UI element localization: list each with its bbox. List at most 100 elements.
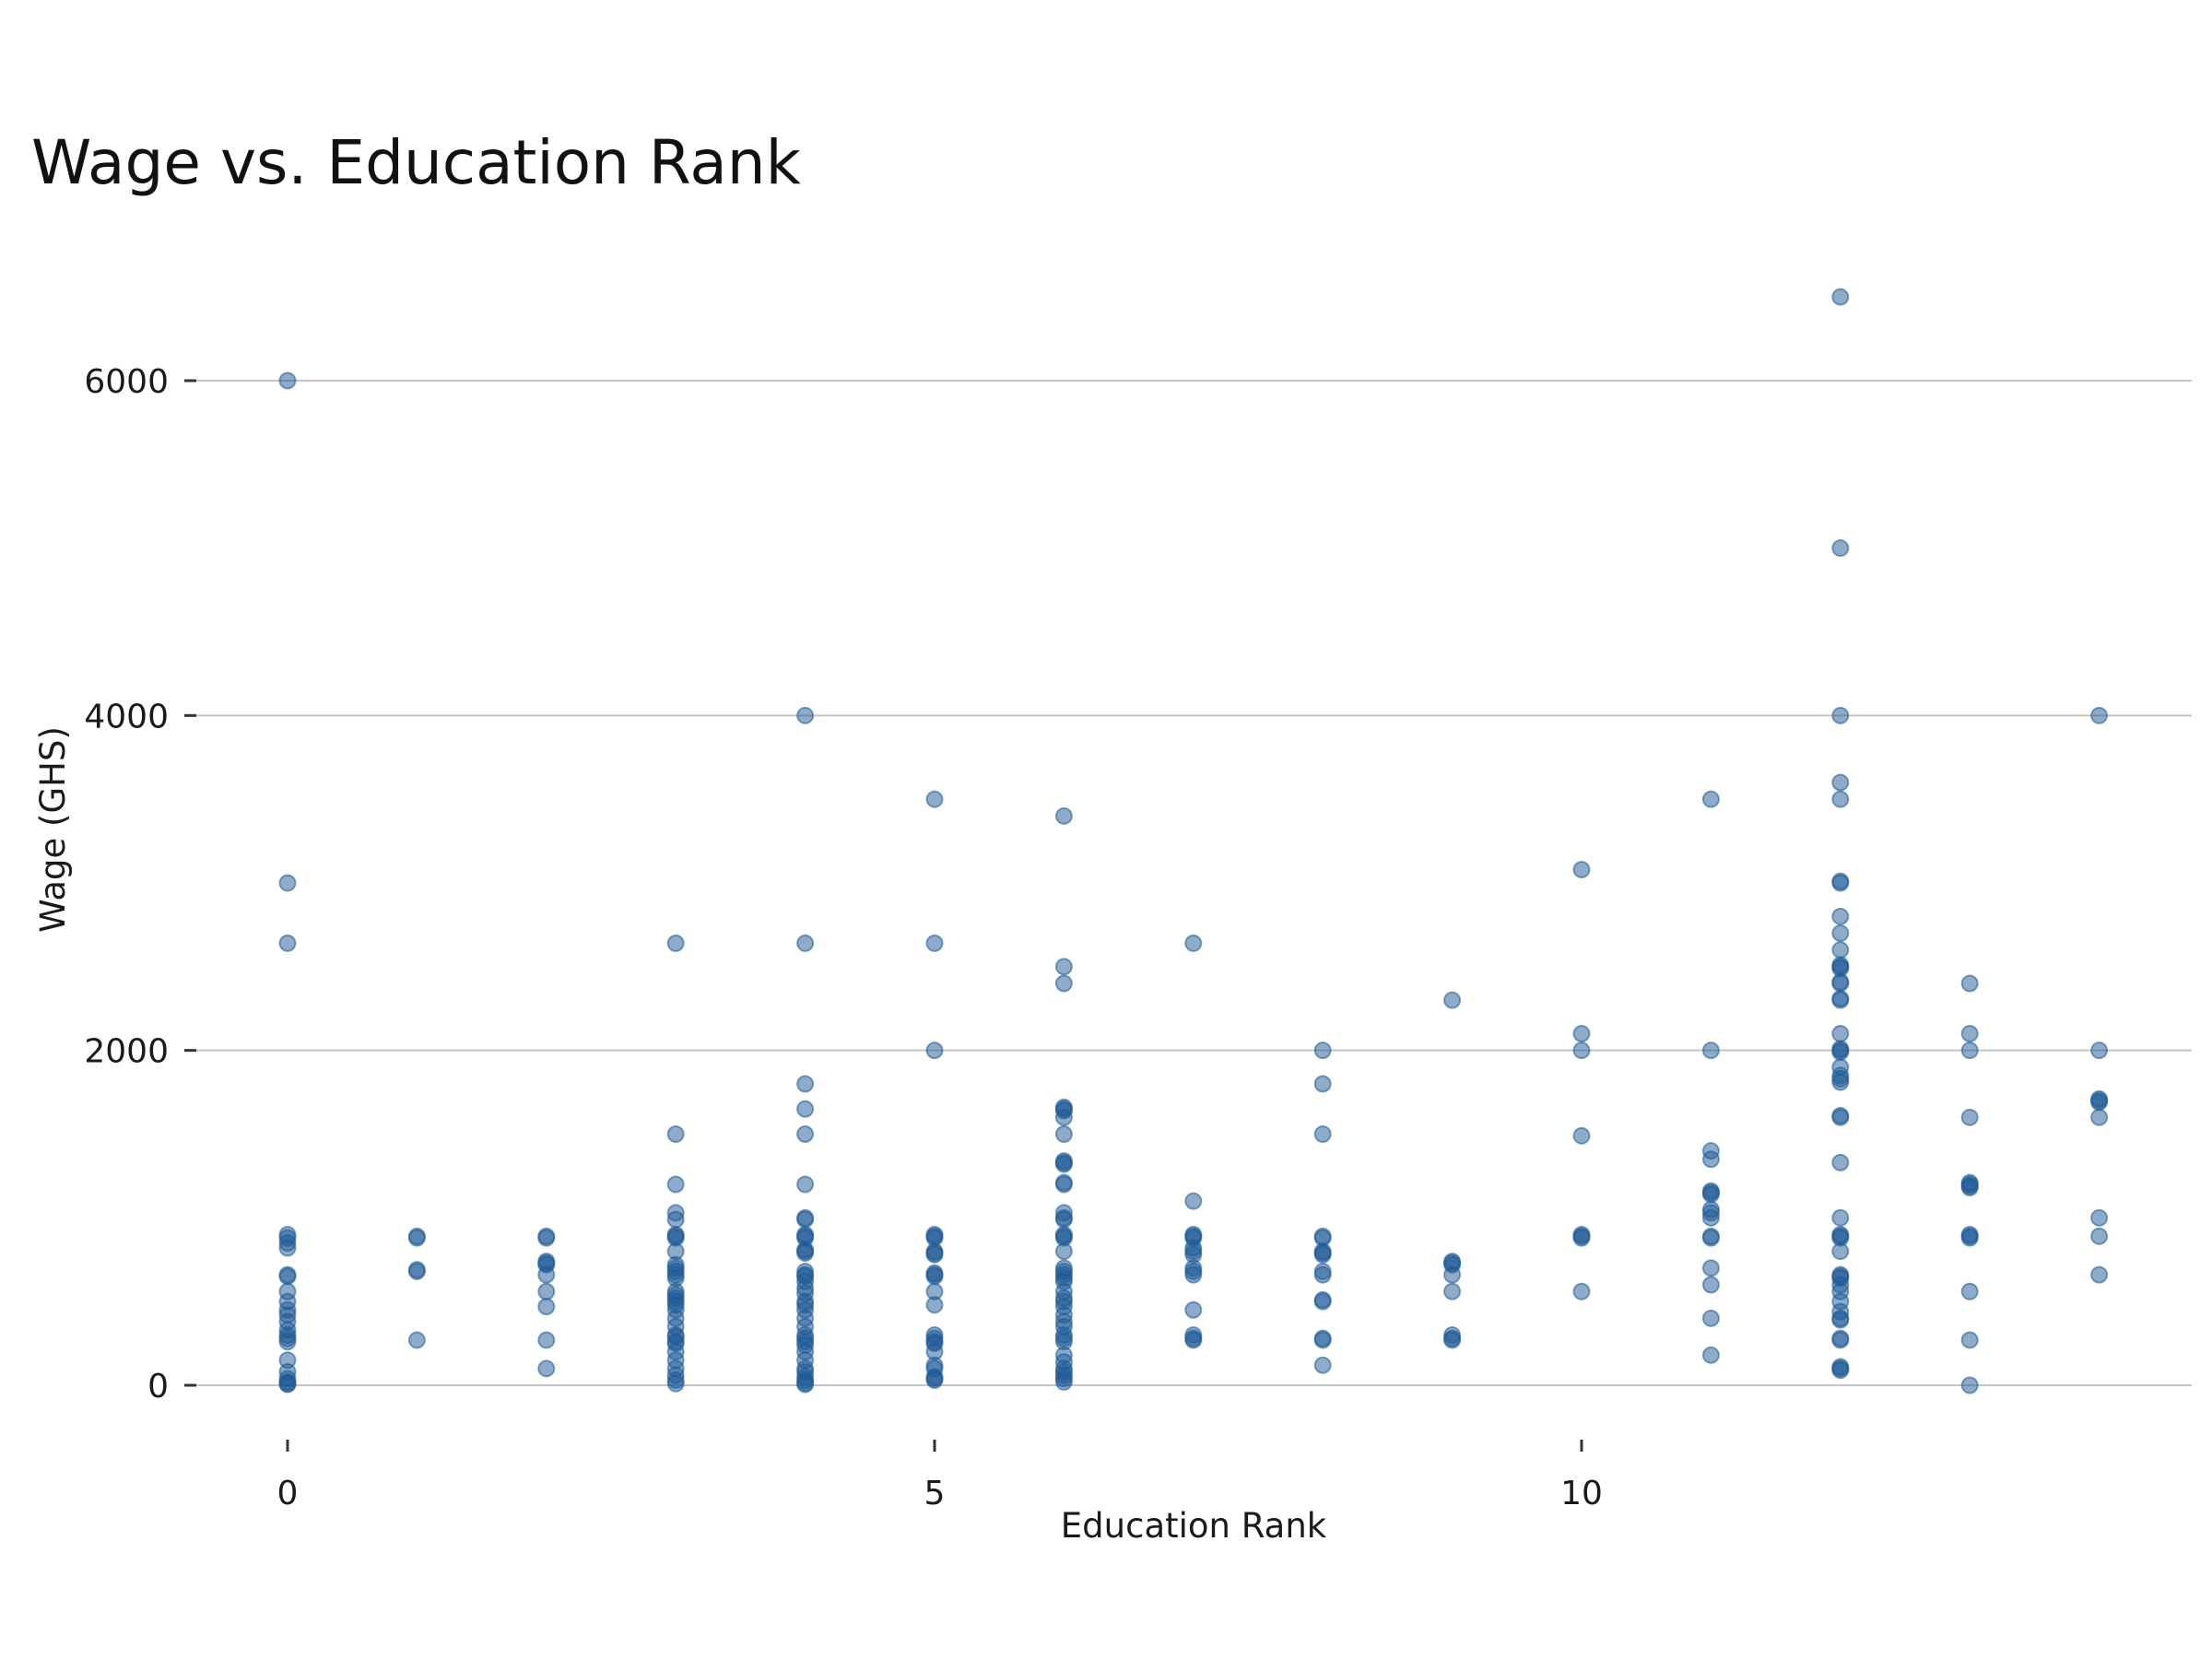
scatter-point (925, 934, 944, 952)
grid-layer (194, 380, 2192, 1386)
scatter-point (2090, 1041, 2109, 1060)
scatter-point (1443, 1265, 1462, 1284)
x-tick-label: 5 (924, 1475, 946, 1512)
scatter-point (925, 1245, 944, 1264)
scatter-point (2090, 706, 2109, 724)
x-axis: 0 5 10 (277, 1440, 1603, 1512)
y-tick-label: 4000 (84, 698, 169, 735)
scatter-point (1831, 790, 1850, 808)
scatter-point (666, 1125, 685, 1143)
scatter-point (1184, 1265, 1203, 1284)
scatter-point (1701, 1208, 1720, 1227)
scatter-point (1054, 1125, 1073, 1143)
scatter-point (796, 1100, 815, 1118)
scatter-point (1701, 1309, 1720, 1327)
scatter-point (1831, 991, 1850, 1009)
scatter-point (278, 371, 297, 390)
scatter-point (1831, 706, 1850, 724)
scatter-point (1184, 1300, 1203, 1319)
scatter-point (1054, 1372, 1073, 1391)
scatter-point (278, 1267, 297, 1286)
scatter-point (1831, 1153, 1850, 1171)
scatter-point (1184, 934, 1203, 952)
y-tick-label: 2000 (84, 1033, 169, 1071)
scatter-point (1831, 941, 1850, 959)
scatter-point (1831, 1042, 1850, 1061)
scatter-point (1572, 1041, 1591, 1060)
scatter-point (1054, 1175, 1073, 1194)
scatter-point (1831, 773, 1850, 792)
scatter-point (537, 1265, 556, 1284)
y-tick-label: 6000 (84, 363, 169, 401)
scatter-point (407, 1331, 426, 1349)
scatter-point (1701, 790, 1720, 808)
scatter-point (1831, 1208, 1850, 1227)
scatter-point (1960, 1331, 1979, 1349)
scatter-point (1572, 1229, 1591, 1247)
x-tick-label: 0 (277, 1475, 299, 1512)
scatter-point (796, 1375, 815, 1394)
scatter-point (1054, 974, 1073, 993)
scatter-point (1313, 1356, 1332, 1374)
scatter-point (1960, 1229, 1979, 1247)
y-tick-label: 0 (147, 1368, 169, 1406)
scatter-point (1313, 1292, 1332, 1311)
scatter-point (1313, 1265, 1332, 1284)
scatter-point (796, 1125, 815, 1143)
scatter-point (1054, 806, 1073, 825)
y-axis-label: Wage (GHS) (33, 726, 73, 933)
scatter-point (1831, 1331, 1850, 1349)
scatter-point (2090, 1108, 2109, 1126)
scatter-point (1443, 1331, 1462, 1349)
chart-title: Wage vs. Education Rank (31, 127, 801, 198)
scatter-point (1313, 1125, 1332, 1143)
scatter-point (2090, 1208, 2109, 1227)
scatter-point (1054, 1108, 1073, 1126)
scatter-point (1054, 958, 1073, 976)
scatter-point (925, 1041, 944, 1060)
scatter-point (796, 1210, 815, 1229)
scatter-point (1054, 1155, 1073, 1173)
scatter-point (1831, 1311, 1850, 1329)
scatter-point (278, 934, 297, 952)
scatter-point (1831, 907, 1850, 925)
scatter-point (796, 1175, 815, 1194)
scatter-point (1960, 1108, 1979, 1126)
scatter-point (537, 1359, 556, 1378)
scatter-point (1960, 1041, 1979, 1060)
scatter-point (925, 1267, 944, 1286)
scatter-point (796, 706, 815, 724)
scatter-point (2090, 1093, 2109, 1112)
scatter-point (1960, 974, 1979, 993)
scatter-point (278, 1375, 297, 1394)
scatter-point (1572, 860, 1591, 878)
scatter-point (1313, 1245, 1332, 1264)
scatter-point (1960, 1282, 1979, 1300)
scatter-point (278, 1239, 297, 1257)
scatter-point (1701, 1276, 1720, 1294)
scatter-point (666, 934, 685, 952)
scatter-point (1572, 1025, 1591, 1042)
scatter-point (1184, 1192, 1203, 1210)
scatter-point (1701, 1346, 1720, 1364)
scatter-point (1831, 974, 1850, 993)
scatter-point (1313, 1041, 1332, 1060)
x-tick-label: 10 (1560, 1475, 1603, 1512)
scatter-point (1831, 924, 1850, 942)
scatter-point (1313, 1331, 1332, 1349)
scatter-point (1054, 1210, 1073, 1229)
scatter-point (925, 790, 944, 808)
data-points (278, 288, 2109, 1394)
scatter-point (1831, 1025, 1850, 1042)
scatter-point (1701, 1259, 1720, 1277)
scatter-point (537, 1282, 556, 1300)
scatter-point (1572, 1126, 1591, 1145)
scatter-point (1960, 1376, 1979, 1394)
scatter-point (1443, 1282, 1462, 1300)
scatter-point (1443, 991, 1462, 1009)
x-axis-label: Education Rank (1061, 1506, 1327, 1546)
scatter-point (1701, 1185, 1720, 1204)
scatter-point (925, 1371, 944, 1390)
